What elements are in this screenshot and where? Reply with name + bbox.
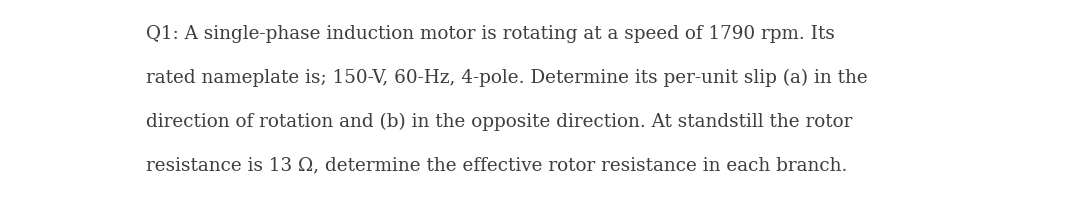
Text: rated nameplate is; 150-V, 60-Hz, 4-pole. Determine its per-unit slip (a) in the: rated nameplate is; 150-V, 60-Hz, 4-pole… bbox=[146, 69, 867, 87]
Text: Q1: A single-phase induction motor is rotating at a speed of 1790 rpm. Its: Q1: A single-phase induction motor is ro… bbox=[146, 25, 835, 43]
Text: direction of rotation and (b) in the opposite direction. At standstill the rotor: direction of rotation and (b) in the opp… bbox=[146, 113, 852, 131]
Text: resistance is 13 Ω, determine the effective rotor resistance in each branch.: resistance is 13 Ω, determine the effect… bbox=[146, 157, 847, 175]
